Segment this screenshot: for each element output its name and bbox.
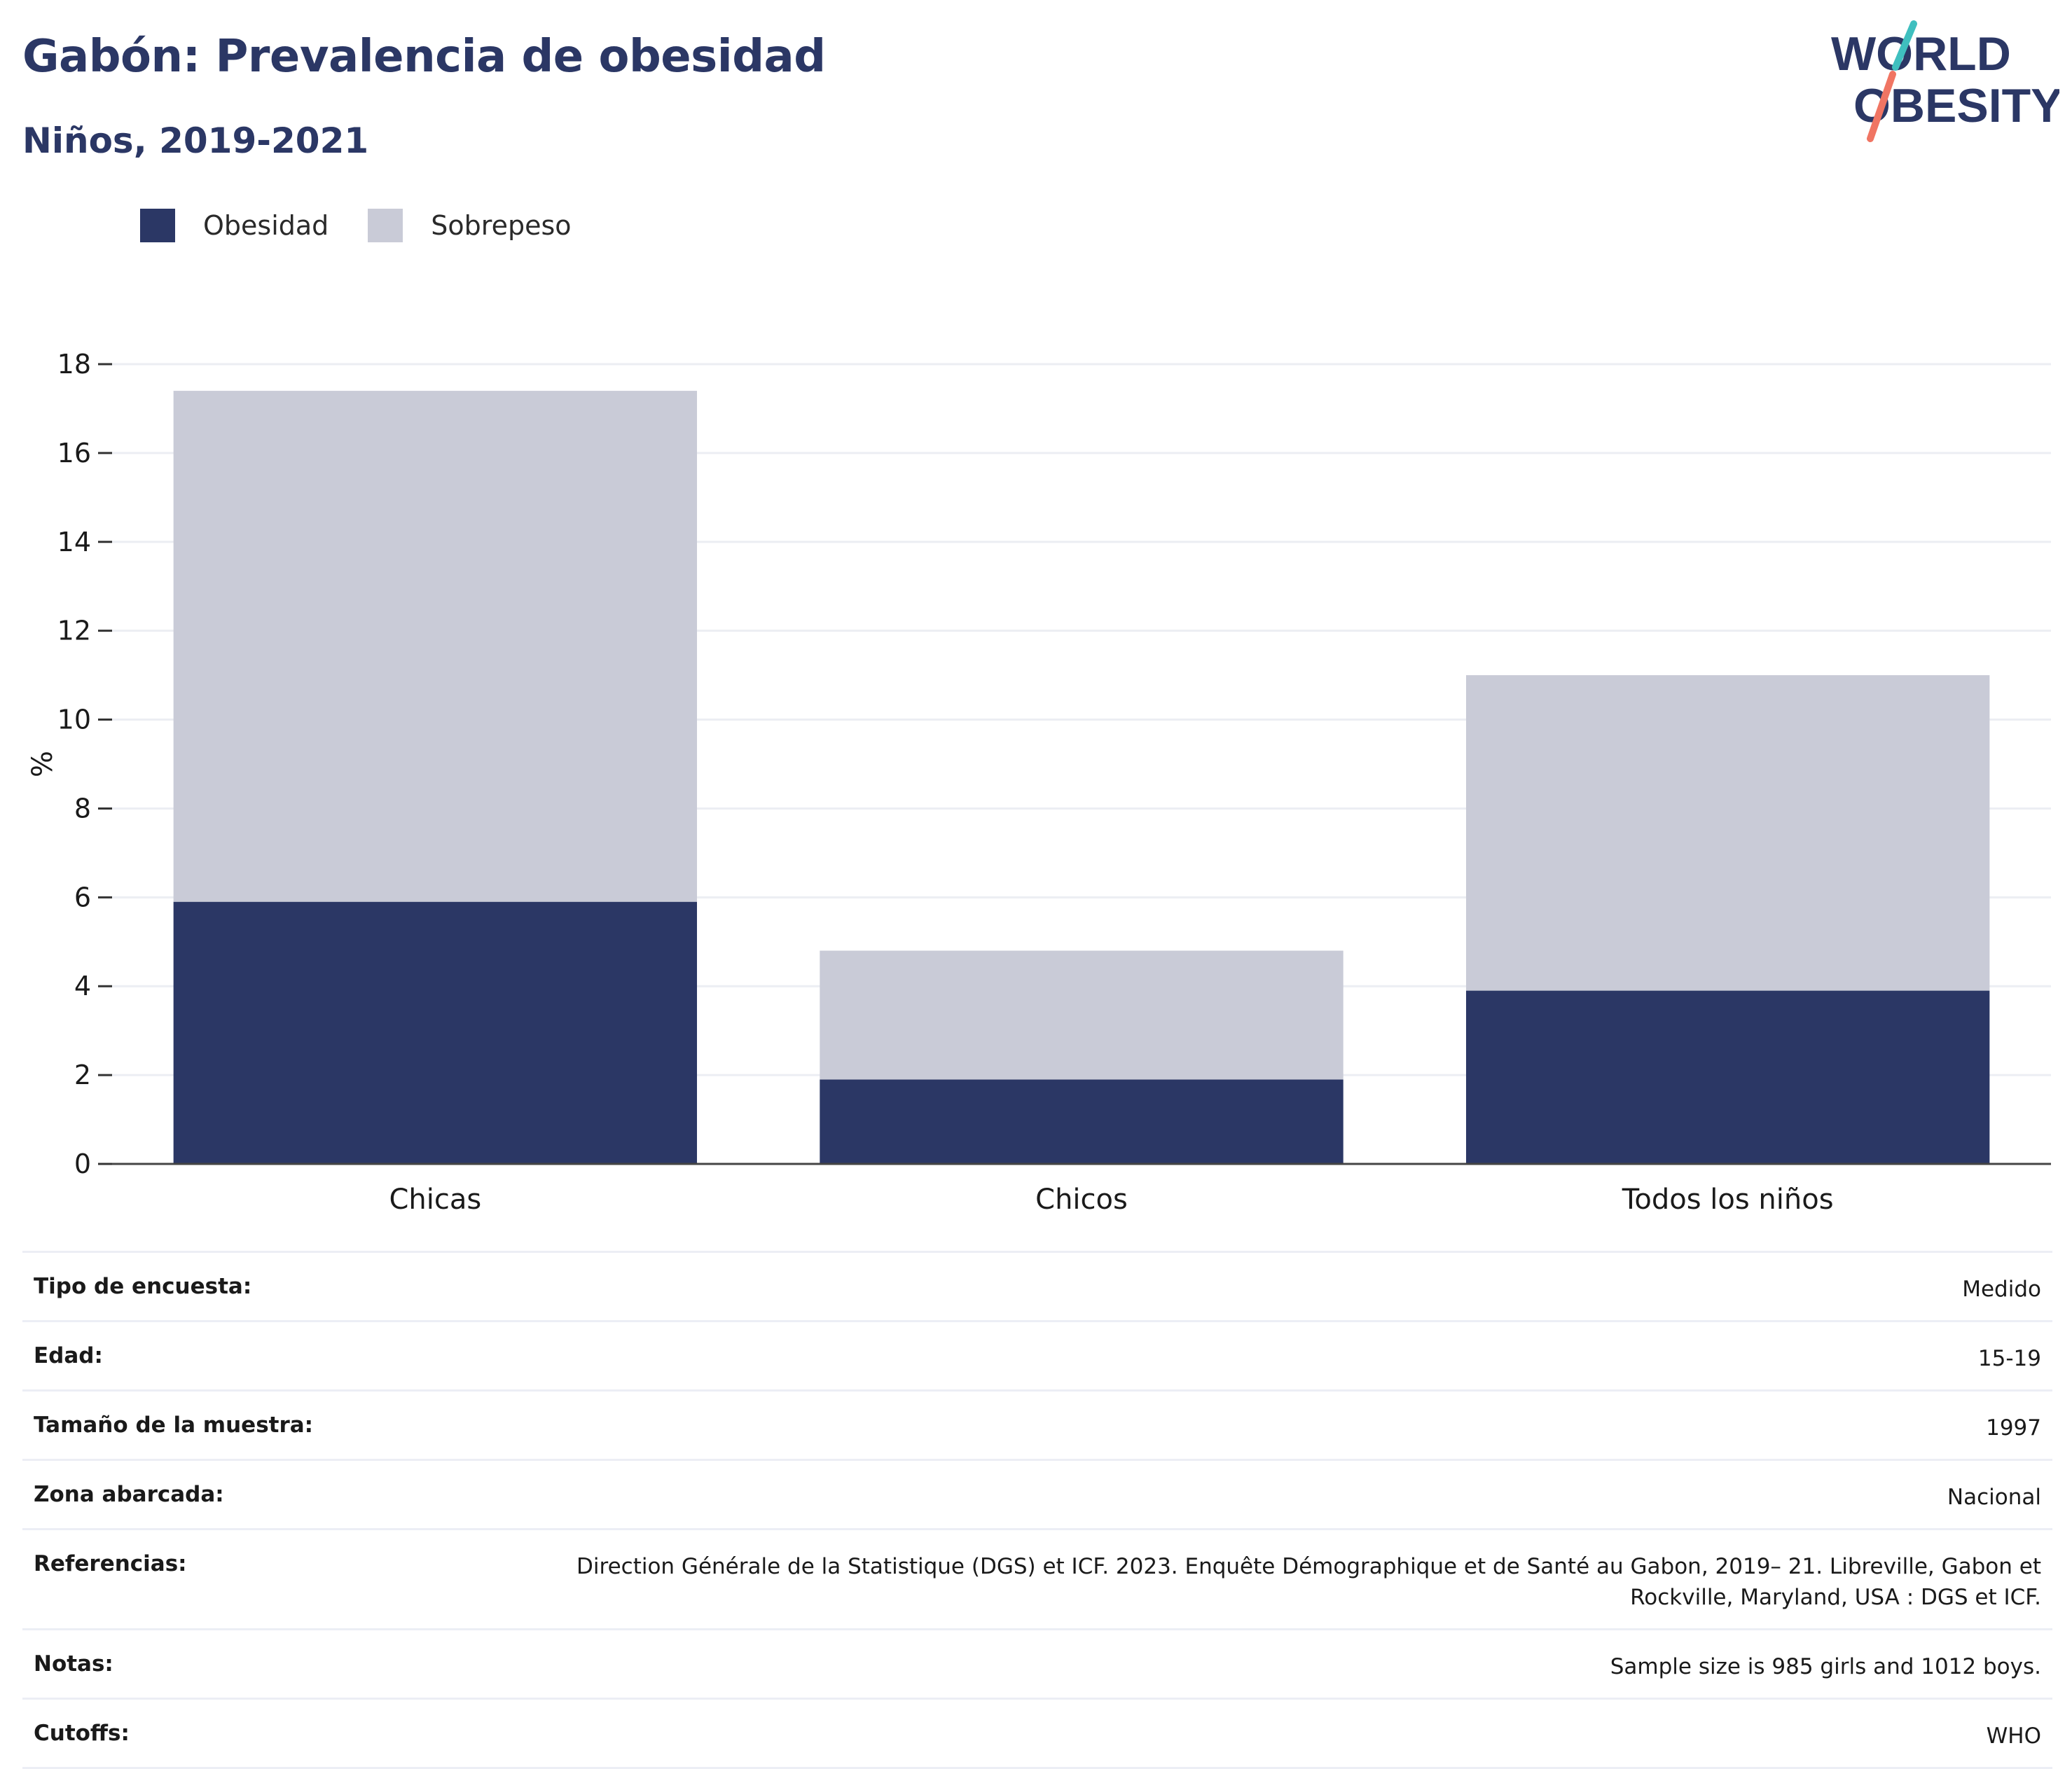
y-tick-label: 8 [74, 793, 91, 824]
details-label: Zona abarcada: [34, 1482, 224, 1508]
y-tick-label: 10 [57, 705, 91, 735]
y-tick-label: 4 [74, 971, 91, 1001]
stacked-bar-chart: 0 2 4 6 8 10 12 14 16 18% Chicas Chicos Todos los ni… [27, 349, 2051, 1216]
details-value: 15-19 [1977, 1346, 2041, 1372]
logo-line1: WORLD [1831, 27, 2011, 81]
y-axis-label: % [27, 751, 59, 777]
details-value: 1997 [1986, 1415, 2041, 1441]
details-row: Cutoffs: WHO [22, 1698, 2052, 1769]
world-obesity-logo: WORLD OBESITY [1831, 20, 2059, 142]
legend-label: Sobrepeso [431, 210, 572, 241]
bar-obesidad [820, 1079, 1344, 1164]
details-row: Tamaño de la muestra: 1997 [22, 1389, 2052, 1459]
legend-item-obesidad[interactable]: Obesidad [140, 209, 329, 242]
details-label: Tipo de encuesta: [34, 1274, 252, 1299]
y-tick-label: 6 [74, 882, 91, 913]
y-tick-label: 14 [57, 527, 91, 557]
bar-sobrepeso [1465, 675, 1990, 991]
details-label: Notas: [34, 1651, 113, 1677]
bar-obesidad [1465, 990, 1990, 1164]
details-row: Tipo de encuesta: Medido [22, 1251, 2052, 1320]
details-label: Referencias: [34, 1551, 187, 1577]
bar-sobrepeso [820, 950, 1344, 1080]
page-title: Gabón: Prevalencia de obesidad [22, 31, 826, 83]
legend-swatch [140, 209, 175, 242]
y-tick-label: 0 [74, 1149, 91, 1179]
survey-details-table: Tipo de encuesta: Medido Edad: 15-19 Tamaño … [22, 1251, 2052, 1769]
chart-legend: Obesidad Sobrepeso [140, 209, 611, 242]
details-value: Direction Générale de la Statistique (DG… [576, 1554, 2041, 1611]
x-tick-label: Todos los niños [1622, 1184, 1834, 1216]
y-tick-label: 18 [57, 349, 91, 380]
legend-swatch [368, 209, 403, 242]
details-row: Notas: Sample size is 985 girls and 1012 … [22, 1628, 2052, 1698]
y-tick-label: 2 [74, 1060, 91, 1090]
details-label: Edad: [34, 1343, 103, 1369]
x-tick-label: Chicos [1035, 1184, 1128, 1216]
details-value: Medido [1962, 1277, 2041, 1302]
details-value: Nacional [1947, 1485, 2041, 1511]
legend-item-sobrepeso[interactable]: Sobrepeso [368, 209, 572, 242]
y-tick-label: 12 [57, 616, 91, 646]
details-label: Tamaño de la muestra: [34, 1413, 314, 1438]
bar-obesidad [173, 901, 698, 1164]
details-row: Edad: 15-19 [22, 1320, 2052, 1389]
x-tick-label: Chicas [389, 1184, 481, 1216]
y-tick-label: 16 [57, 438, 91, 469]
bar-sobrepeso [173, 391, 698, 902]
legend-label: Obesidad [203, 210, 329, 241]
details-row: Zona abarcada: Nacional [22, 1459, 2052, 1528]
details-value: Sample size is 985 girls and 1012 boys. [1610, 1654, 2041, 1680]
page-subtitle: Niños, 2019-2021 [22, 120, 369, 161]
details-label: Cutoffs: [34, 1721, 130, 1747]
details-value: WHO [1986, 1723, 2041, 1749]
details-row: Referencias: Direction Générale de la Sta… [22, 1528, 2052, 1628]
